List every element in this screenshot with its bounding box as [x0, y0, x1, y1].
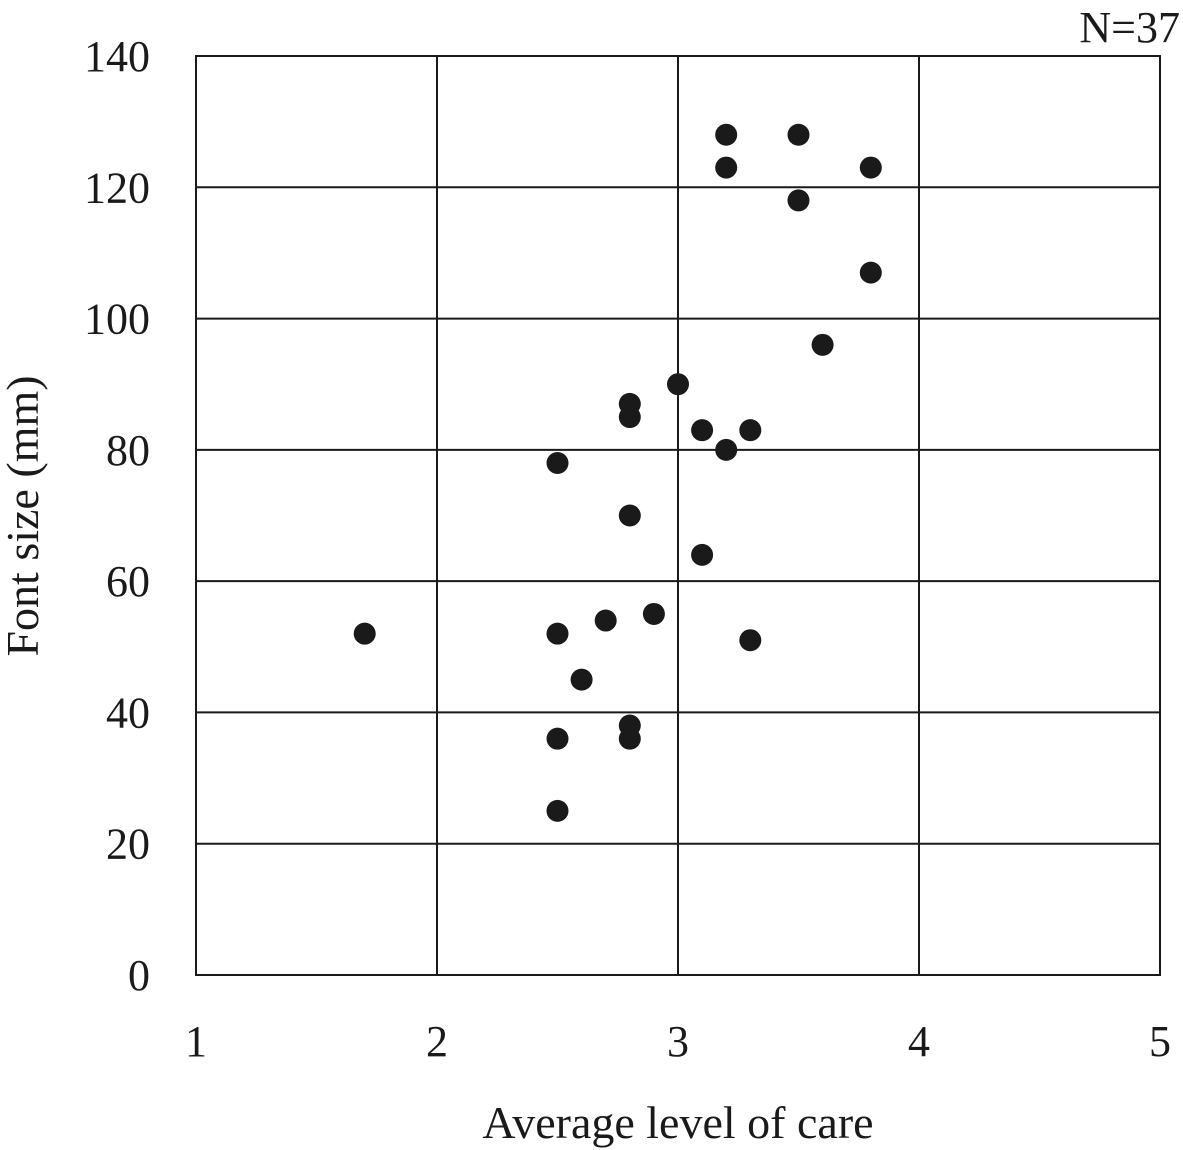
- data-point: [739, 419, 762, 442]
- data-point: [811, 333, 834, 356]
- data-point: [787, 189, 810, 212]
- x-tick-label: 1: [185, 1017, 207, 1066]
- y-axis-title: Font size (mm): [0, 375, 48, 656]
- data-point: [546, 799, 569, 822]
- sample-size-annotation: N=37: [1079, 3, 1180, 52]
- y-tick-label: 80: [106, 426, 150, 475]
- data-point: [353, 622, 376, 645]
- data-point: [715, 123, 738, 146]
- data-point: [618, 504, 641, 527]
- y-tick-label: 20: [106, 820, 150, 869]
- x-tick-label: 3: [667, 1017, 689, 1066]
- data-point: [618, 406, 641, 429]
- data-point: [618, 727, 641, 750]
- x-tick-labels: 1 2 3 4 5: [185, 1017, 1171, 1066]
- y-tick-label: 0: [128, 951, 150, 1000]
- y-tick-label: 120: [84, 163, 150, 212]
- data-point: [594, 609, 617, 632]
- data-points: [353, 123, 882, 822]
- y-tick-label: 60: [106, 557, 150, 606]
- data-point: [859, 156, 882, 179]
- data-point: [859, 261, 882, 284]
- data-point: [667, 373, 689, 396]
- data-point: [787, 123, 810, 146]
- data-point: [739, 629, 762, 652]
- data-point: [691, 543, 714, 566]
- data-point: [546, 451, 569, 474]
- y-tick-label: 40: [106, 688, 150, 737]
- data-point: [715, 156, 738, 179]
- data-point: [715, 438, 738, 461]
- y-tick-labels: 0 20 40 60 80 100 120 140: [84, 32, 150, 1000]
- data-point: [546, 622, 569, 645]
- data-point: [691, 419, 714, 442]
- x-axis-title: Average level of care: [482, 1097, 873, 1148]
- y-tick-label: 140: [84, 32, 150, 81]
- data-point: [642, 602, 665, 625]
- x-tick-label: 4: [908, 1017, 930, 1066]
- plot-area-frame: [195, 55, 1161, 976]
- grid-lines: [195, 55, 1161, 976]
- data-point: [570, 668, 593, 691]
- x-tick-label: 5: [1149, 1017, 1171, 1066]
- y-tick-label: 100: [84, 295, 150, 344]
- data-point: [546, 727, 569, 750]
- x-tick-label: 2: [426, 1017, 448, 1066]
